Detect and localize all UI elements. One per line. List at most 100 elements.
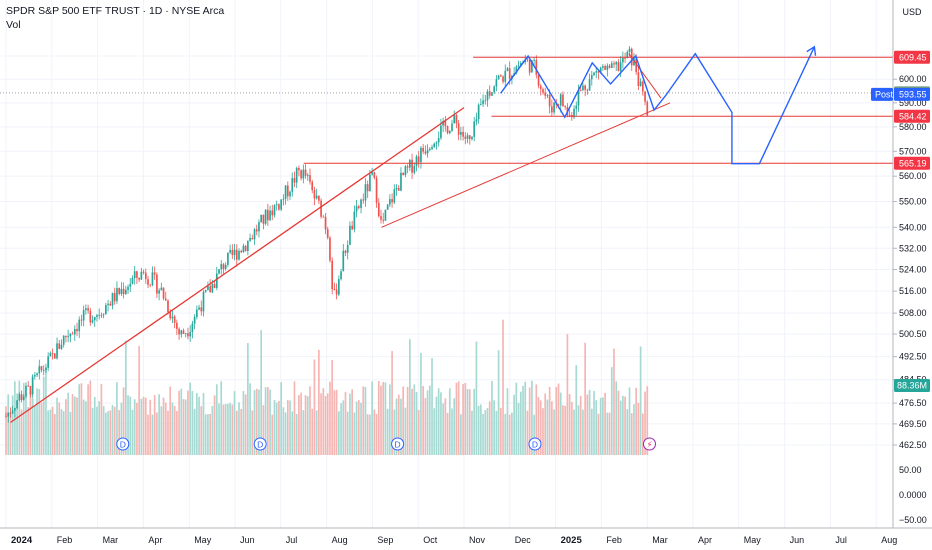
candle-body [27, 385, 30, 387]
candle-body [635, 58, 638, 73]
candle-body [499, 75, 502, 77]
volume-bar [142, 396, 145, 455]
candle-body [229, 249, 231, 253]
candle-body [116, 288, 118, 302]
candle-body [551, 106, 553, 113]
candle-body [482, 100, 484, 105]
volume-bar [300, 392, 302, 455]
volume-bar [333, 390, 336, 455]
candle-body [109, 303, 112, 306]
candle-body [178, 328, 180, 335]
volume-bar [255, 388, 258, 455]
candle-body [271, 210, 274, 216]
volume-bar [524, 381, 527, 455]
candle-body [7, 412, 10, 417]
dividend-marker[interactable]: D [116, 437, 130, 451]
volume-bar [80, 383, 83, 455]
candle-body [158, 290, 160, 294]
dividend-marker[interactable]: D [391, 437, 405, 451]
candle-body [278, 204, 280, 210]
volume-bar [260, 330, 263, 455]
event-markers[interactable]: D D D D ⚡ [116, 437, 656, 451]
volume-bar [102, 406, 105, 455]
x-tick-label: Feb [57, 535, 73, 545]
volume-bar [36, 388, 38, 455]
x-tick-label: Nov [469, 535, 486, 545]
volume-bar [49, 409, 52, 455]
volume-bar [344, 392, 347, 455]
volume-bar [200, 406, 203, 455]
candle-body [590, 75, 593, 80]
candle-body [377, 202, 380, 217]
candle-body [424, 151, 427, 154]
x-tick-label: Apr [698, 535, 712, 545]
volume-bar [340, 403, 342, 455]
dividend-marker[interactable]: D [528, 437, 542, 451]
candle-body [340, 271, 342, 280]
candle-body [38, 366, 41, 374]
volume-bar [528, 387, 531, 455]
volume-bar [391, 351, 393, 455]
volume-bar [639, 346, 642, 455]
volume-bar [355, 401, 358, 455]
volume-bar [133, 399, 136, 455]
candle-body [355, 206, 358, 212]
candle-body [526, 59, 529, 61]
candle-body [582, 85, 584, 91]
volume-bar [504, 413, 507, 455]
candle-body [53, 353, 56, 359]
candle-body [266, 209, 269, 221]
volume-bar [31, 397, 34, 455]
drawing-annotations[interactable] [10, 45, 893, 423]
candle-body [213, 284, 216, 288]
candle-body [528, 59, 531, 73]
candle-body [548, 94, 551, 107]
chart-header: SPDR S&P 500 ETF TRUST · 1D · NYSE Arca … [6, 4, 224, 32]
volume-legend: Vol [6, 19, 21, 31]
volume-tag: 88.36M [894, 379, 930, 392]
price-tag-bg [894, 50, 930, 64]
candle-body [22, 396, 25, 401]
candle-body [129, 283, 132, 287]
y-tick-label: 532.00 [899, 243, 927, 253]
volume-bar [353, 412, 356, 455]
earnings-marker[interactable]: ⚡ [642, 437, 656, 451]
volume-bar [451, 408, 453, 455]
candle-body [16, 400, 18, 409]
dividend-marker[interactable]: D [253, 437, 267, 451]
candle-body [415, 156, 418, 166]
candle-body [617, 62, 620, 72]
candle-body [238, 250, 240, 260]
volume-tick-label: 50.00 [899, 465, 922, 475]
volume-bar [162, 397, 165, 455]
volume-bar [286, 399, 289, 455]
volume-bar [202, 392, 205, 455]
candle-body [42, 370, 45, 371]
y-tick-label: 476.50 [899, 398, 927, 408]
candle-body [222, 264, 225, 269]
candle-body [215, 273, 218, 288]
trend-line [381, 102, 671, 228]
candle-body [60, 344, 63, 349]
candle-body [227, 252, 229, 265]
candle-body [204, 290, 207, 292]
volume-bar [209, 413, 211, 455]
volume-bar [198, 396, 200, 455]
candle-body [380, 216, 382, 220]
volume-bar [151, 414, 154, 455]
y-tick-label: 540.00 [899, 222, 927, 232]
volume-bar [415, 391, 418, 455]
volume-bar [506, 388, 509, 455]
volume-bar [238, 402, 240, 455]
volume-bar [100, 383, 103, 455]
volume-bar [51, 406, 54, 455]
x-tick-label: Feb [606, 535, 622, 545]
volume-bar [590, 408, 593, 455]
candle-body [360, 199, 362, 208]
candle-body [269, 210, 271, 221]
candle-body [502, 76, 504, 82]
volume-bar [269, 389, 271, 455]
volume-bar [515, 382, 518, 455]
volume-bar [386, 408, 389, 455]
